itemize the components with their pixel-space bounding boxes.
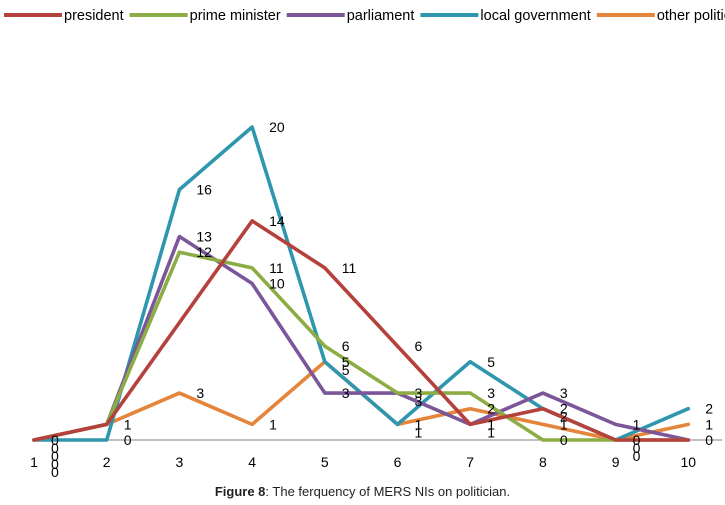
data-label-local-government: 5 <box>342 354 350 370</box>
legend-item-local-government: local government <box>420 8 591 24</box>
data-label-local-government: 0 <box>124 432 132 448</box>
legend-label: local government <box>480 8 590 24</box>
legend-label: parliament <box>347 8 415 24</box>
data-label-president: 14 <box>269 213 285 229</box>
data-label-other-politics: 1 <box>705 416 713 432</box>
data-label-local-government: 1 <box>415 416 423 432</box>
data-label-president: 2 <box>560 401 568 417</box>
data-label-other-politics: 5 <box>342 362 350 378</box>
data-label-other-politics: 1 <box>269 416 277 432</box>
legend-label: president <box>64 8 124 24</box>
data-label-president: 0 <box>51 432 59 448</box>
x-tick-label: 2 <box>103 454 111 470</box>
x-tick-labels: 1 2 3 4 5 6 7 8 9 10 <box>30 454 696 470</box>
x-tick-label: 3 <box>176 454 184 470</box>
data-label-local-government: 2 <box>560 409 568 425</box>
legend-item-president: president <box>4 8 124 24</box>
x-tick-label: 10 <box>681 454 697 470</box>
data-label-president: 1 <box>124 416 132 432</box>
x-tick-label: 1 <box>30 454 38 470</box>
series-lines <box>32 125 691 442</box>
data-label-local-government: 16 <box>196 182 212 198</box>
data-label-local-government: 5 <box>487 354 495 370</box>
figure-caption-text: : The ferquency of MERS NIs on politicia… <box>265 484 511 499</box>
data-label-other-politics: 3 <box>196 385 204 401</box>
data-label-parliament: 3 <box>415 393 423 409</box>
legend-item-prime-minister: prime minister <box>129 8 281 24</box>
x-tick-label: 7 <box>466 454 474 470</box>
data-label-parliament: 1 <box>487 424 495 440</box>
series-line-prime-minister <box>32 250 691 442</box>
data-label-president: 11 <box>342 260 357 276</box>
series-line-president <box>32 219 691 442</box>
legend-item-other-politics: other politics <box>596 8 725 24</box>
legend-label: other politics <box>657 8 725 24</box>
x-tick-label: 5 <box>321 454 329 470</box>
data-label-prime-minister: 0 <box>51 440 59 456</box>
x-tick-label: 4 <box>248 454 256 470</box>
data-label-prime-minister: 3 <box>415 385 423 401</box>
data-label-parliament: 1 <box>633 416 641 432</box>
x-tick-label: 6 <box>394 454 402 470</box>
data-label-president: 0 <box>633 432 641 448</box>
legend-item-parliament: parliament <box>286 8 415 24</box>
data-label-prime-minister: 6 <box>342 338 350 354</box>
data-label-local-government: 0 <box>51 456 59 472</box>
data-label-prime-minister: 12 <box>196 244 212 260</box>
data-label-parliament: 0 <box>51 448 59 464</box>
data-label-prime-minister: 11 <box>269 260 284 276</box>
data-label-prime-minister: 0 <box>560 432 568 448</box>
series-line-parliament <box>32 234 691 442</box>
x-tick-label: 8 <box>539 454 547 470</box>
data-label-other-politics: 1 <box>560 416 568 432</box>
figure-label: Figure 8 <box>214 484 266 499</box>
data-label-local-government: 0 <box>633 440 641 456</box>
data-label-local-government: 2 <box>705 401 713 417</box>
data-label-parliament: 10 <box>269 276 285 292</box>
data-label-prime-minister: 3 <box>487 385 495 401</box>
data-label-local-government: 20 <box>269 119 285 135</box>
legend-label: prime minister <box>190 8 281 24</box>
data-label-president: 6 <box>415 338 423 354</box>
data-label-other-politics: 1 <box>415 424 423 440</box>
chart-legend: president prime minister parliament local g… <box>4 8 725 24</box>
data-label-other-politics: 0 <box>51 464 59 480</box>
data-label-parliament: 3 <box>342 385 350 401</box>
data-label-parliament: 3 <box>560 385 568 401</box>
x-tick-label: 9 <box>612 454 620 470</box>
data-label-president: 1 <box>487 416 495 432</box>
figure-caption: Figure 8: The ferquency of MERS NIs on p… <box>0 484 725 499</box>
data-label-other-politics: 2 <box>487 401 495 417</box>
data-label-other-politics: 0 <box>633 448 641 464</box>
data-label-parliament: 13 <box>196 229 212 245</box>
data-label-president: 0 <box>705 432 713 448</box>
